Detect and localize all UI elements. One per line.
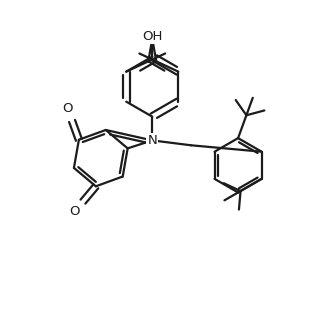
Text: N: N: [147, 134, 157, 147]
Text: O: O: [70, 205, 80, 218]
Text: O: O: [62, 102, 73, 115]
Text: OH: OH: [142, 30, 162, 43]
